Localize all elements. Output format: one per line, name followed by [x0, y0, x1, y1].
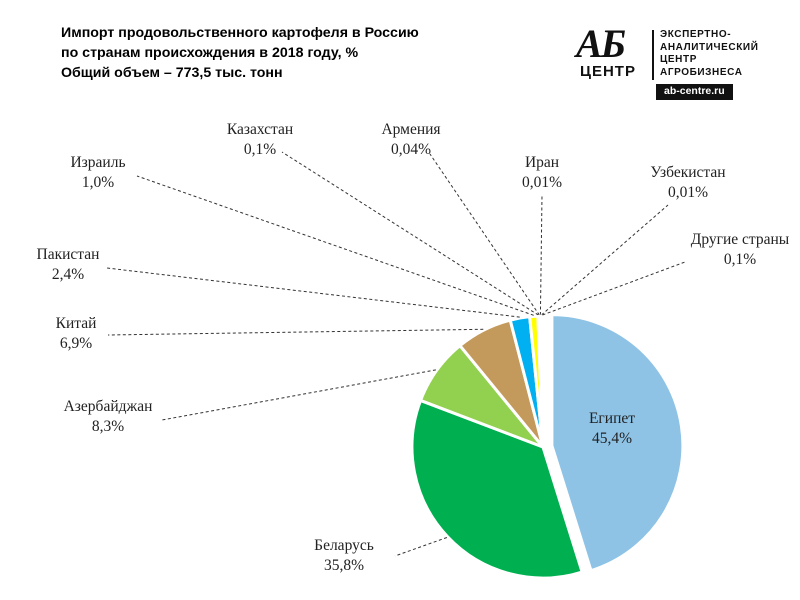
slice-value-узбекистан: 0,01% — [668, 184, 708, 201]
logo-mark-sub: ЦЕНТР — [580, 63, 636, 80]
slice-label-другие-страны: Другие страны — [691, 231, 790, 248]
leader-line-другие-страны — [542, 261, 686, 316]
slice-label-израиль: Израиль — [70, 154, 125, 171]
leader-line-китай — [107, 328, 484, 336]
slice-label-пакистан: Пакистан — [37, 246, 100, 263]
title-line-3: Общий объем – 773,5 тыс. тонн — [61, 65, 283, 81]
slice-label-азербайджан: Азербайджан — [64, 398, 153, 415]
leader-line-узбекистан — [541, 204, 669, 316]
pie-slice-беларусь — [410, 398, 584, 580]
leader-line-казахстан — [281, 151, 539, 316]
slice-value-пакистан: 2,4% — [52, 266, 84, 283]
leader-line-беларусь — [394, 537, 448, 557]
logo-url: ab-centre.ru — [656, 84, 733, 100]
chart-title: Импорт продовольственного картофеля в Ро… — [61, 23, 419, 83]
ab-centre-logo: АБ ЦЕНТР ЭКСПЕРТНО- АНАЛИТИЧЕСКИЙ ЦЕНТР … — [576, 21, 786, 102]
leader-line-израиль — [136, 175, 534, 316]
title-line-2: по странам происхождения в 2018 году, % — [61, 45, 359, 61]
logo-divider — [652, 30, 654, 80]
slice-value-азербайджан: 8,3% — [92, 418, 124, 435]
slice-value-беларусь: 35,8% — [324, 557, 364, 574]
logo-mark: АБ — [576, 21, 626, 66]
slice-label-египет: Египет — [589, 410, 635, 427]
slice-label-китай: Китай — [56, 315, 97, 332]
slice-value-другие-страны: 0,1% — [724, 251, 756, 268]
slice-value-казахстан: 0,1% — [244, 141, 276, 158]
slice-value-армения: 0,04% — [391, 141, 431, 158]
slice-label-узбекистан: Узбекистан — [650, 164, 725, 181]
slice-value-израиль: 1,0% — [82, 174, 114, 191]
leader-line-иран — [539, 194, 543, 316]
pie-slice-другие-страны — [540, 314, 545, 449]
slice-label-беларусь: Беларусь — [314, 537, 374, 554]
pie-slice-египет — [550, 313, 685, 573]
logo-desc-line-3: ЦЕНТР — [660, 54, 697, 65]
leader-line-пакистан — [106, 267, 520, 318]
logo-description: ЭКСПЕРТНО- АНАЛИТИЧЕСКИЙ ЦЕНТР АГРОБИЗНЕ… — [660, 29, 758, 79]
slice-label-иран: Иран — [525, 154, 559, 171]
slice-value-китай: 6,9% — [60, 335, 92, 352]
leader-line-азербайджан — [161, 369, 436, 421]
logo-desc-line-1: ЭКСПЕРТНО- — [660, 29, 732, 40]
slice-value-египет: 45,4% — [592, 430, 632, 447]
logo-desc-line-4: АГРОБИЗНЕСА — [660, 66, 743, 78]
leader-line-армения — [429, 153, 540, 316]
slice-value-иран: 0,01% — [522, 174, 562, 191]
logo-desc-line-2: АНАЛИТИЧЕСКИЙ — [660, 41, 759, 53]
slice-label-армения: Армения — [381, 121, 440, 138]
title-line-1: Импорт продовольственного картофеля в Ро… — [61, 25, 419, 41]
slice-label-казахстан: Казахстан — [227, 121, 293, 138]
